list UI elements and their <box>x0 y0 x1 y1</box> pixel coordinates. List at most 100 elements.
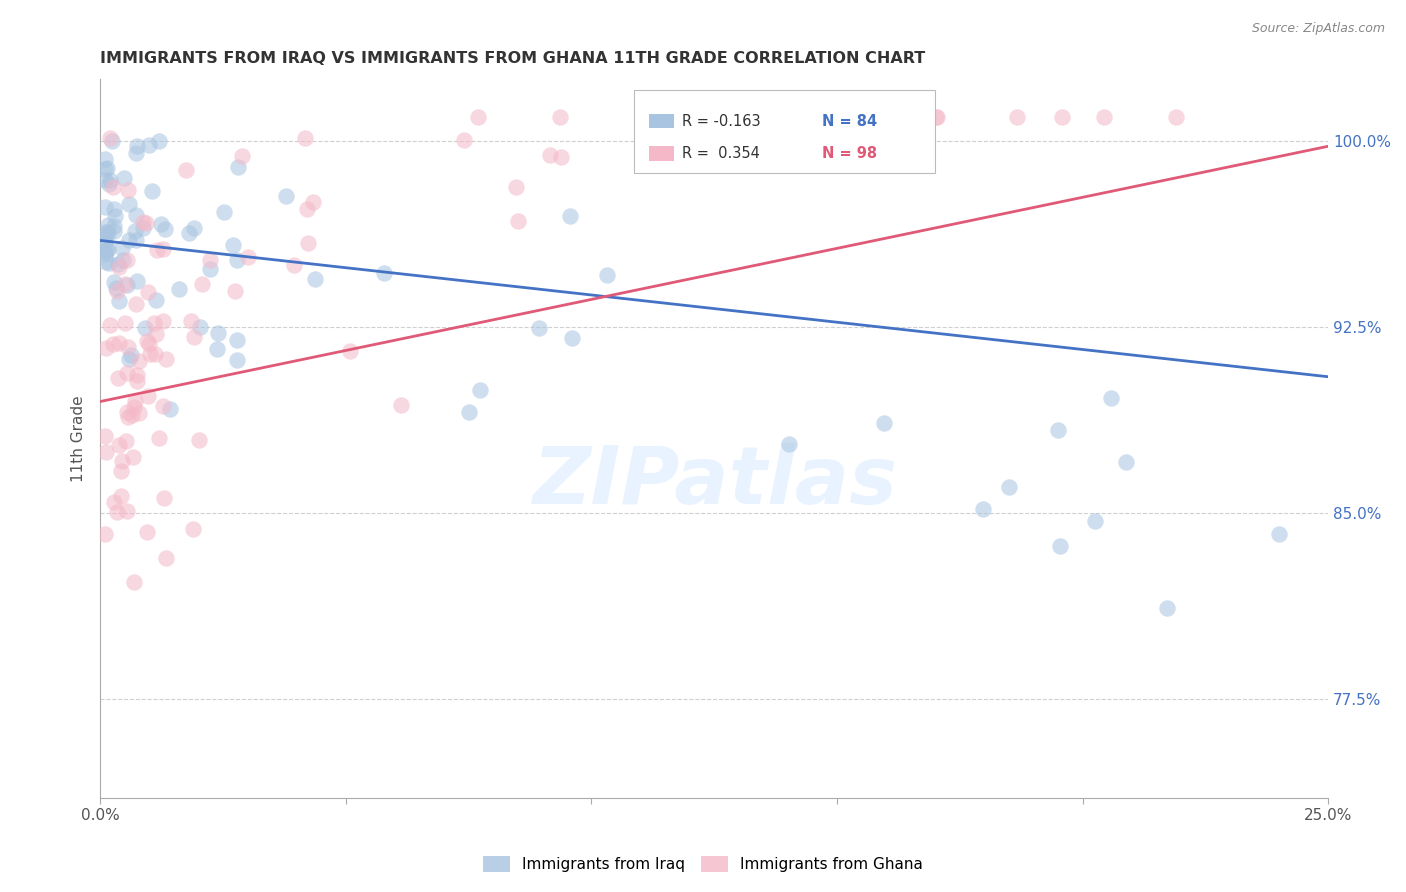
Point <box>96 161 118 175</box>
Point <box>94 225 117 239</box>
Text: R = -0.163: R = -0.163 <box>682 113 761 128</box>
Point <box>103 202 125 217</box>
Point <box>148 432 170 446</box>
Point <box>101 337 124 351</box>
Point <box>1007 110 1029 124</box>
Point <box>114 277 136 292</box>
Point <box>134 320 156 334</box>
Point <box>1084 514 1107 528</box>
Point <box>117 183 139 197</box>
Point <box>159 401 181 416</box>
Point <box>124 394 146 409</box>
Point <box>97 225 120 239</box>
Point <box>97 218 120 232</box>
Point <box>107 371 129 385</box>
Point <box>506 213 529 227</box>
Point <box>550 150 572 164</box>
Point <box>972 501 994 516</box>
Point <box>713 110 735 124</box>
Point <box>127 374 149 388</box>
Point <box>221 237 243 252</box>
Point <box>191 277 214 291</box>
Point <box>122 574 145 589</box>
Point <box>132 215 155 229</box>
Point <box>852 110 875 124</box>
Point <box>529 320 551 334</box>
Point <box>121 450 143 464</box>
Point <box>108 260 131 274</box>
Point <box>274 189 297 203</box>
Point <box>1052 110 1074 124</box>
Point <box>167 282 190 296</box>
Point <box>155 352 177 367</box>
Point <box>295 202 318 217</box>
Point <box>540 147 562 161</box>
Point <box>94 162 117 177</box>
Point <box>115 277 138 292</box>
Point <box>127 139 149 153</box>
Point <box>114 316 136 330</box>
Point <box>94 200 117 214</box>
Point <box>177 226 200 240</box>
Point <box>118 233 141 247</box>
Point <box>751 110 773 124</box>
Point <box>188 319 211 334</box>
Point <box>138 138 160 153</box>
Point <box>728 110 751 124</box>
Point <box>117 366 139 380</box>
Text: ZIPatlas: ZIPatlas <box>531 442 897 521</box>
Point <box>183 220 205 235</box>
Point <box>124 224 146 238</box>
Point <box>146 244 169 258</box>
Point <box>1049 540 1071 554</box>
Point <box>153 491 176 505</box>
Point <box>98 172 121 186</box>
Point <box>125 297 148 311</box>
Point <box>125 208 148 222</box>
Point <box>188 434 211 448</box>
Point <box>110 464 132 478</box>
Point <box>101 180 124 194</box>
Point <box>96 227 118 242</box>
Point <box>101 134 124 148</box>
Point <box>94 152 117 166</box>
Point <box>98 318 121 332</box>
Point <box>98 131 121 145</box>
Point <box>138 346 160 360</box>
Point <box>121 408 143 422</box>
Point <box>205 343 228 357</box>
Point <box>103 495 125 509</box>
Point <box>778 437 800 451</box>
Text: R =  0.354: R = 0.354 <box>682 146 761 161</box>
Point <box>925 110 948 124</box>
Point <box>105 505 128 519</box>
Point <box>548 110 571 124</box>
Point <box>1092 110 1115 124</box>
Point <box>103 219 125 233</box>
Point <box>134 216 156 230</box>
Point <box>115 434 138 449</box>
FancyBboxPatch shape <box>650 114 673 128</box>
Point <box>97 242 120 256</box>
Point <box>453 133 475 147</box>
Point <box>152 243 174 257</box>
Point <box>105 284 128 298</box>
Point <box>111 454 134 468</box>
Point <box>198 253 221 268</box>
Point <box>112 170 135 185</box>
Point <box>96 244 118 258</box>
Point <box>155 550 177 565</box>
Point <box>94 244 117 258</box>
Text: N = 98: N = 98 <box>823 146 877 161</box>
Point <box>94 236 117 251</box>
Point <box>458 405 481 419</box>
Point <box>302 194 325 209</box>
Point <box>125 233 148 247</box>
Point <box>467 110 489 124</box>
Point <box>124 401 146 415</box>
Point <box>141 184 163 198</box>
Point <box>183 330 205 344</box>
Point <box>283 259 305 273</box>
Point <box>1099 391 1122 405</box>
Point <box>132 221 155 235</box>
